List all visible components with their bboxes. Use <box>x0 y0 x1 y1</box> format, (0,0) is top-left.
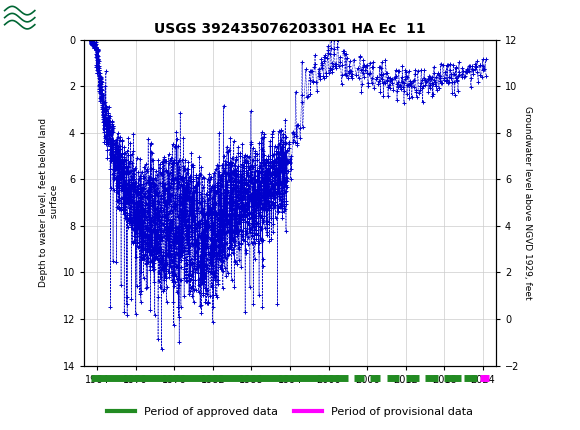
Y-axis label: Depth to water level, feet below land
 surface: Depth to water level, feet below land su… <box>39 118 59 287</box>
Legend: Period of approved data, Period of provisional data: Period of approved data, Period of provi… <box>103 402 477 421</box>
Y-axis label: Groundwater level above NGVD 1929, feet: Groundwater level above NGVD 1929, feet <box>524 106 532 299</box>
FancyBboxPatch shape <box>3 3 70 32</box>
Title: USGS 392435076203301 HA Ec  11: USGS 392435076203301 HA Ec 11 <box>154 22 426 36</box>
Text: USGS: USGS <box>38 11 80 25</box>
